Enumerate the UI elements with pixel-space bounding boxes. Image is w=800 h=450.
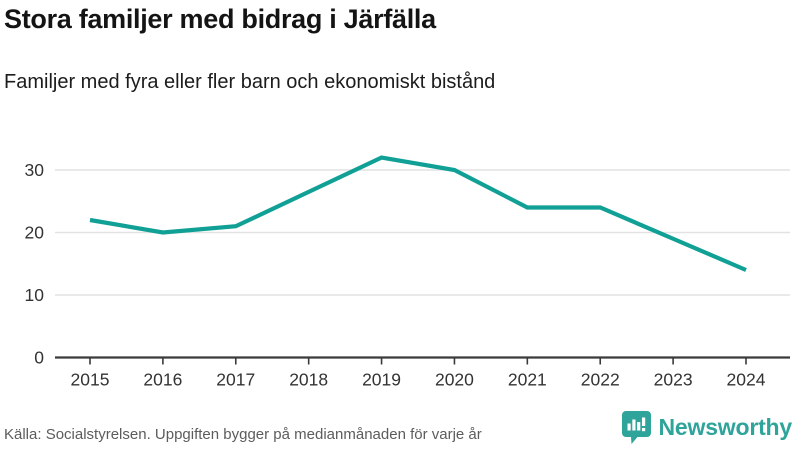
newsworthy-logo-text: Newsworthy xyxy=(658,414,793,440)
y-tick-label: 10 xyxy=(25,285,45,305)
x-tick-label: 2024 xyxy=(727,370,766,390)
x-tick-label: 2018 xyxy=(289,370,328,390)
newsworthy-logo-icon xyxy=(621,411,651,444)
x-tick-label: 2023 xyxy=(654,370,693,390)
chart-title: Stora familjer med bidrag i Järfälla xyxy=(4,4,436,34)
chart-subtitle: Familjer med fyra eller fler barn och ek… xyxy=(4,71,496,93)
y-tick-label: 0 xyxy=(34,348,44,368)
x-tick-label: 2019 xyxy=(362,370,401,390)
x-tick-label: 2017 xyxy=(216,370,255,390)
newsworthy-logo: Newsworthy xyxy=(621,410,792,445)
x-tick-label: 2015 xyxy=(71,370,110,390)
data-line xyxy=(89,155,747,272)
x-tick-label: 2022 xyxy=(581,370,620,390)
x-tick-label: 2016 xyxy=(143,370,182,390)
y-tick-label: 20 xyxy=(25,223,45,243)
x-tick-label: 2021 xyxy=(508,370,547,390)
y-tick-label: 30 xyxy=(25,160,45,180)
source-note: Källa: Socialstyrelsen. Uppgiften bygger… xyxy=(4,426,482,443)
x-tick-label: 2020 xyxy=(435,370,474,390)
